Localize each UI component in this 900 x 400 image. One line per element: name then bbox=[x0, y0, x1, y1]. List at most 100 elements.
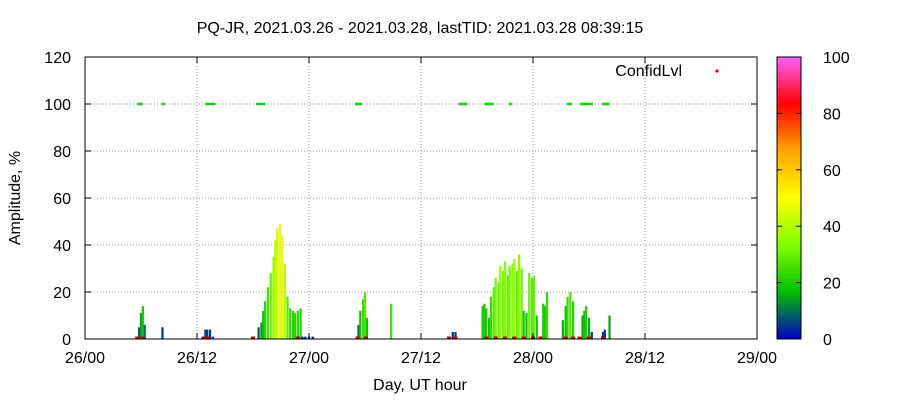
amplitude-bar bbox=[204, 329, 207, 339]
zero-level-mark bbox=[453, 336, 458, 339]
zero-level-mark bbox=[493, 336, 498, 339]
amplitude-bar bbox=[362, 299, 365, 339]
amplitude-bar bbox=[278, 223, 282, 339]
amplitude-bar bbox=[296, 310, 299, 339]
confid-level-point bbox=[589, 102, 593, 106]
y-axis-label: Amplitude, % bbox=[7, 151, 24, 245]
confid-level-point bbox=[210, 102, 214, 106]
amplitude-bar bbox=[292, 310, 295, 339]
zero-level-mark bbox=[295, 336, 300, 339]
amplitude-bar bbox=[489, 296, 493, 339]
x-tick-label: 28/12 bbox=[625, 350, 665, 367]
colorbar-gradient bbox=[776, 56, 802, 340]
amplitude-bar bbox=[601, 331, 605, 339]
amplitude-bar bbox=[304, 336, 307, 339]
confid-level-point bbox=[205, 102, 210, 106]
zero-level-mark bbox=[202, 336, 207, 339]
x-tick-label: 26/00 bbox=[65, 350, 105, 367]
amplitude-bar bbox=[497, 282, 500, 339]
confid-level-point bbox=[259, 102, 264, 106]
amplitude-bar bbox=[544, 306, 547, 339]
confid-level-point bbox=[602, 102, 606, 106]
zero-level-mark bbox=[135, 336, 140, 339]
amplitude-bar bbox=[583, 310, 586, 339]
y-tick-label: 40 bbox=[53, 238, 71, 255]
amplitude-bar bbox=[516, 270, 519, 339]
confid-level-point bbox=[356, 102, 361, 106]
zero-level-mark bbox=[512, 336, 517, 339]
x-tick-label: 28/00 bbox=[513, 350, 553, 367]
amplitude-bar bbox=[481, 306, 484, 339]
confid-level-point bbox=[354, 102, 359, 106]
zero-level-mark bbox=[563, 336, 568, 339]
amplitude-bar bbox=[299, 308, 302, 339]
amplitude-bar bbox=[545, 292, 549, 339]
amplitude-bar bbox=[494, 277, 497, 339]
amplitude-bar bbox=[603, 329, 606, 339]
amplitude-bar bbox=[513, 259, 516, 339]
amplitude-bar bbox=[561, 320, 564, 339]
amplitude-bar bbox=[260, 322, 263, 339]
grid bbox=[85, 57, 757, 339]
zero-level-mark bbox=[447, 336, 451, 339]
x-tick-label: 26/12 bbox=[177, 350, 217, 367]
amplitude-bar bbox=[483, 303, 486, 339]
amplitude-bar bbox=[503, 261, 507, 339]
amplitude-bar bbox=[564, 306, 567, 339]
amplitude-bar bbox=[572, 301, 575, 339]
confid-level-point bbox=[508, 102, 513, 106]
amplitude-bar bbox=[454, 331, 457, 339]
x-tick-label: 27/12 bbox=[401, 350, 441, 367]
confid-level-point bbox=[464, 102, 468, 106]
y-tick-label: 100 bbox=[44, 97, 71, 114]
amplitude-bar bbox=[289, 308, 292, 339]
confid-level-point bbox=[587, 102, 591, 106]
colorbar: 0 20 40 60 80 100 bbox=[776, 50, 850, 349]
amplitude-bar bbox=[286, 296, 289, 339]
amplitude-bar bbox=[208, 329, 212, 339]
confid-level-point bbox=[604, 102, 608, 106]
colorbar-tick-label: 60 bbox=[823, 163, 841, 180]
amplitude-bar bbox=[522, 310, 525, 339]
amplitude-bar bbox=[262, 310, 265, 339]
confid-level-point bbox=[581, 102, 586, 106]
y-tick-label: 60 bbox=[53, 191, 71, 208]
amplitude-bar bbox=[488, 317, 491, 339]
zero-level-mark bbox=[363, 336, 368, 339]
amplitude-bar bbox=[274, 240, 277, 339]
confid-level-point bbox=[257, 102, 262, 106]
legend-label: ConfidLvl bbox=[615, 63, 682, 80]
x-tick-label: 27/00 bbox=[289, 350, 329, 367]
amplitude-bar bbox=[581, 315, 584, 339]
amplitude-bar bbox=[311, 336, 314, 339]
amplitude-bar bbox=[293, 313, 297, 339]
confid-level-point bbox=[486, 102, 490, 106]
amplitude-bar bbox=[525, 313, 528, 339]
confid-level-point bbox=[566, 102, 571, 106]
amplitude-bar bbox=[542, 303, 545, 339]
x-axis-label: Day, UT hour bbox=[373, 377, 467, 394]
zero-level-mark bbox=[355, 336, 360, 339]
amplitude-bar bbox=[269, 273, 272, 339]
confid-level-point bbox=[484, 102, 489, 106]
amplitude-bar bbox=[143, 324, 146, 339]
amplitude-bar bbox=[530, 277, 534, 339]
amplitude-bar bbox=[280, 235, 284, 339]
confid-level-point bbox=[358, 102, 363, 106]
zero-level-mark bbox=[251, 336, 255, 339]
amplitude-bar bbox=[502, 270, 505, 339]
confid-level-point bbox=[460, 102, 464, 106]
y-axis: 0 20 40 60 80 100 120 bbox=[44, 50, 757, 349]
confid-level-point bbox=[579, 102, 584, 106]
amplitude-bar bbox=[520, 268, 523, 339]
confid-level-point bbox=[212, 102, 216, 106]
zero-level-mark bbox=[587, 336, 591, 339]
amplitude-bar bbox=[608, 315, 611, 339]
amplitude-bar bbox=[363, 292, 367, 339]
amplitude-bar bbox=[301, 336, 304, 339]
amplitude-bar bbox=[138, 327, 141, 339]
amplitude-bar bbox=[566, 296, 569, 339]
amplitude-bar bbox=[161, 327, 164, 339]
chart-title: PQ-JR, 2021.03.26 - 2021.03.28, lastTID:… bbox=[197, 20, 644, 37]
confid-level-point bbox=[161, 102, 166, 106]
